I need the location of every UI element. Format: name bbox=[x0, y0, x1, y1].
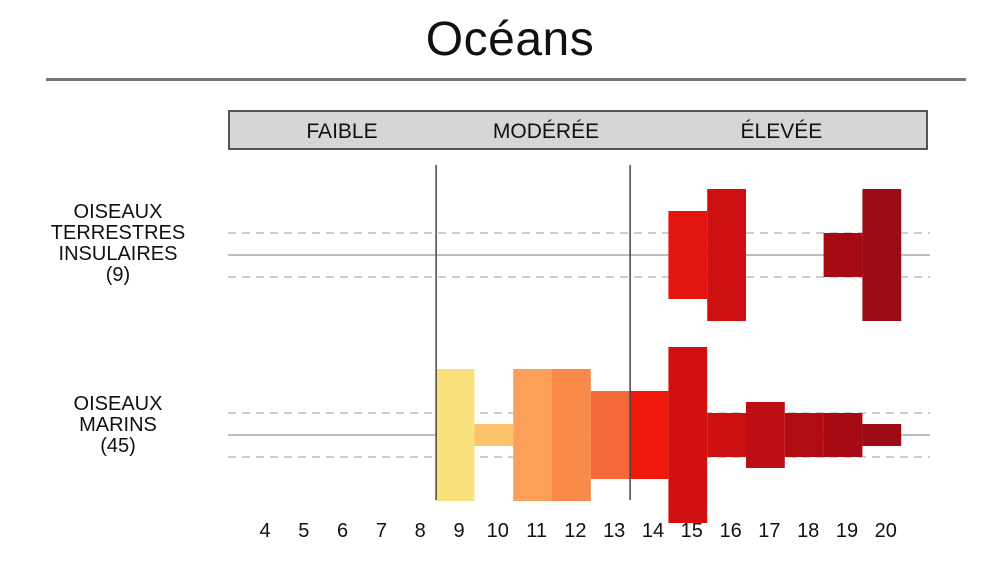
band-label-0: FAIBLE bbox=[306, 120, 377, 143]
row-1-bar-12 bbox=[552, 369, 591, 501]
page-title: Océans bbox=[425, 13, 595, 66]
x-tick-label-19: 19 bbox=[836, 520, 858, 542]
row-1-label-line-0: OISEAUX bbox=[74, 393, 163, 415]
x-tick-label-17: 17 bbox=[758, 520, 780, 542]
x-tick-label-16: 16 bbox=[719, 520, 741, 542]
x-tick-label-13: 13 bbox=[603, 520, 625, 542]
row-0-bar-19 bbox=[823, 233, 863, 277]
x-tick-label-20: 20 bbox=[875, 520, 897, 542]
x-tick-label-18: 18 bbox=[797, 520, 819, 542]
x-tick-label-9: 9 bbox=[453, 520, 464, 542]
row-1-label-line-2: (45) bbox=[100, 435, 136, 457]
row-1-bar-17 bbox=[746, 402, 785, 468]
x-tick-label-10: 10 bbox=[487, 520, 509, 542]
x-tick-label-4: 4 bbox=[259, 520, 270, 542]
row-0-bar-16 bbox=[707, 189, 746, 321]
row-1-bar-13 bbox=[590, 391, 630, 479]
band-header bbox=[228, 110, 928, 150]
row-1-label-line-1: MARINS bbox=[79, 414, 157, 436]
x-tick-label-14: 14 bbox=[642, 520, 664, 542]
row-0-bar-20 bbox=[862, 189, 902, 321]
row-0-bar-15 bbox=[668, 211, 708, 299]
row-1-bar-20 bbox=[862, 424, 902, 446]
x-tick-label-7: 7 bbox=[376, 520, 387, 542]
band-label-1: MODÉRÉE bbox=[493, 120, 599, 143]
x-tick-label-11: 11 bbox=[526, 520, 547, 542]
x-tick-label-5: 5 bbox=[298, 520, 309, 542]
x-tick-label-15: 15 bbox=[681, 520, 703, 542]
row-0-label-line-1: TERRESTRES bbox=[51, 222, 185, 244]
row-1-bar-11 bbox=[513, 369, 552, 501]
row-1-bar-10 bbox=[474, 424, 514, 446]
row-1-bar-14 bbox=[629, 391, 669, 479]
row-0-label-line-2: INSULAIRES bbox=[59, 243, 178, 265]
row-0-label-line-3: (9) bbox=[106, 264, 130, 286]
band-label-2: ÉLEVÉE bbox=[741, 120, 823, 143]
x-tick-label-8: 8 bbox=[415, 520, 426, 542]
row-1-bar-19 bbox=[823, 413, 863, 457]
x-tick-label-6: 6 bbox=[337, 520, 348, 542]
row-1-bar-16 bbox=[707, 413, 746, 457]
row-1-bar-9 bbox=[435, 369, 475, 501]
row-0-label-line-0: OISEAUX bbox=[74, 201, 163, 223]
row-1-bar-15 bbox=[668, 347, 708, 523]
title-divider bbox=[46, 78, 966, 81]
row-1-bar-18 bbox=[784, 413, 824, 457]
x-tick-label-12: 12 bbox=[564, 520, 586, 542]
